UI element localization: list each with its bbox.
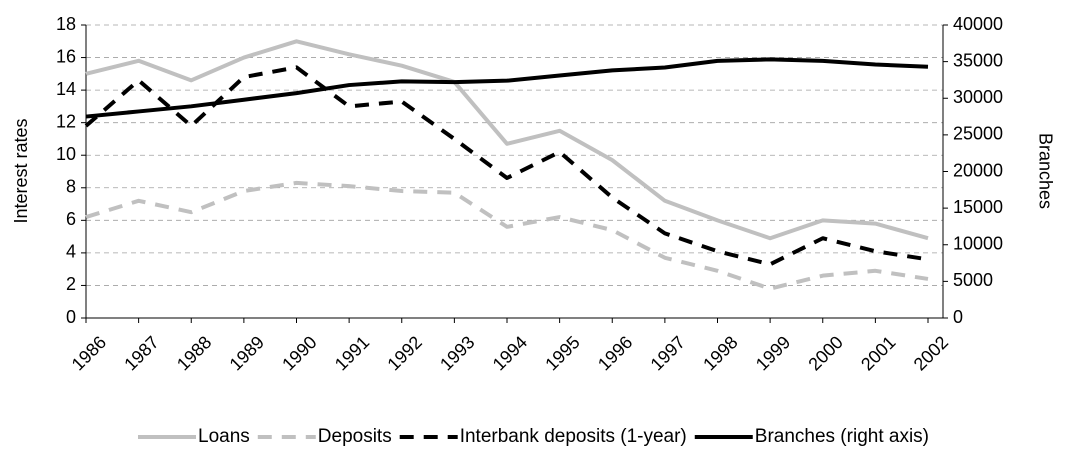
x-tick-label: 1996 [594,332,636,374]
y-tick-label: 4 [66,242,76,262]
y2-tick-label: 30000 [953,87,1003,107]
y2-tick-label: 5000 [953,270,993,290]
y2-tick-label: 0 [953,307,963,327]
y-tick-label: 16 [56,46,76,66]
x-tick-label: 2001 [857,332,899,374]
x-tick-label: 1993 [436,332,478,374]
legend-label: Interbank deposits (1-year) [460,426,687,447]
x-tick-label: 1997 [647,332,689,374]
x-tick-label: 1994 [489,332,531,374]
x-tick-label: 1989 [226,332,268,374]
legend-label: Loans [198,426,250,447]
y-axis-label: Interest rates [11,118,31,223]
y2-tick-label: 35000 [953,50,1003,70]
x-tick-label: 2002 [910,332,952,374]
y2-tick-label: 25000 [953,124,1003,144]
series-line [84,65,929,267]
x-tick-label: 1990 [278,332,320,374]
x-tick-label: 1986 [68,332,110,374]
x-tick-label: 1988 [173,332,215,374]
y2-tick-label: 20000 [953,160,1003,180]
y-tick-label: 2 [66,274,76,294]
y2-tick-label: 10000 [953,234,1003,254]
legend: Loans Deposits Interbank deposits (1-year)… [138,426,929,447]
y-tick-label: 0 [66,307,76,327]
x-tick-label: 1991 [331,332,373,374]
x-tick-label: 1998 [699,332,741,374]
x-tick-label: 1999 [752,332,794,374]
y-tick-label: 18 [56,14,76,34]
x-tick-label: 2000 [804,332,846,374]
x-tick-label: 1995 [541,332,583,374]
y-tick-label: 14 [56,79,76,99]
x-tick-label: 1992 [383,332,425,374]
y2-axis-label: Branches [1035,133,1055,209]
y-tick-label: 6 [66,209,76,229]
x-tick-label: 1987 [120,332,162,374]
series-line [85,57,929,119]
y-tick-label: 12 [56,111,76,131]
legend-label: Deposits [318,426,392,447]
series-line [85,39,929,241]
y2-tick-label: 15000 [953,197,1003,217]
y-tick-label: 10 [56,144,76,164]
y-tick-label: 8 [66,177,76,197]
legend-label: Branches (right axis) [755,426,929,447]
series-line [85,180,929,291]
y2-tick-label: 40000 [953,14,1003,34]
